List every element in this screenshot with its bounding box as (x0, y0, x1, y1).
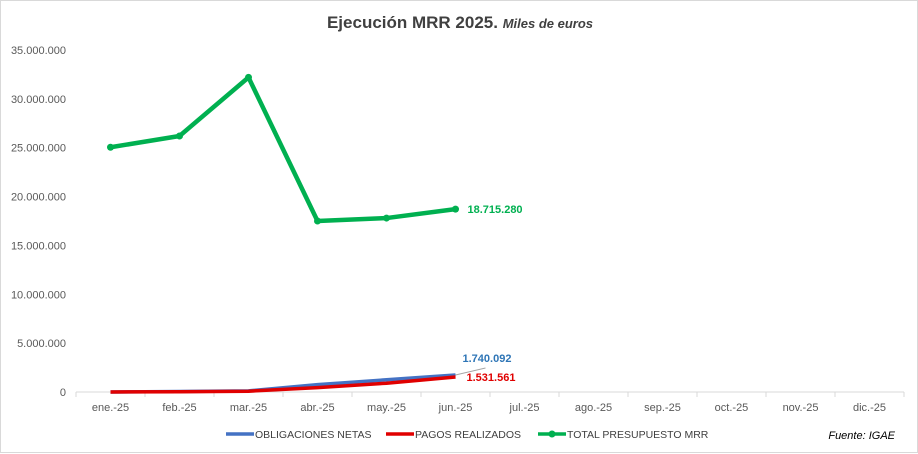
series-line-pagos-realizados (110, 375, 456, 394)
legend-marker (548, 430, 556, 438)
x-tick-label: jun.-25 (438, 402, 473, 414)
source-note: Fuente: IGAE (828, 430, 895, 442)
chart-title: Ejecución MRR 2025. Miles de euros (326, 13, 594, 32)
data-label: 1.531.561 (467, 372, 516, 384)
legend-label: TOTAL PRESUPUESTO MRR (567, 429, 709, 441)
y-tick-label: 0 (60, 387, 66, 399)
x-tick-label: sep.-25 (644, 402, 681, 414)
data-label: 1.740.092 (463, 353, 512, 365)
data-point (314, 217, 321, 225)
x-tick-label: abr.-25 (300, 402, 334, 414)
x-tick-label: mar.-25 (230, 402, 267, 414)
x-tick-label: dic.-25 (853, 402, 886, 414)
data-point (176, 132, 183, 140)
y-tick-label: 35.000.000 (11, 45, 66, 57)
x-tick-label: nov.-25 (783, 402, 819, 414)
x-tick-label: may.-25 (367, 402, 406, 414)
legend-label: PAGOS REALIZADOS (415, 429, 521, 441)
data-point (383, 214, 390, 222)
data-point (107, 143, 114, 151)
series-line-total-presupuesto-mrr (110, 75, 456, 224)
y-tick-label: 5.000.000 (17, 338, 66, 350)
y-tick-label: 15.000.000 (11, 240, 66, 252)
leader-line (455, 367, 486, 376)
data-label: 18.715.280 (468, 204, 523, 216)
x-tick-label: ene.-25 (92, 402, 129, 414)
y-tick-label: 30.000.000 (11, 94, 66, 106)
legend-label: OBLIGACIONES NETAS (255, 429, 372, 441)
data-point (245, 73, 252, 81)
y-tick-label: 20.000.000 (11, 192, 66, 204)
x-tick-label: oct.-25 (715, 402, 749, 414)
data-point (452, 205, 459, 213)
x-tick-label: ago.-25 (575, 402, 612, 414)
y-tick-label: 10.000.000 (11, 289, 66, 301)
x-tick-label: feb.-25 (162, 402, 196, 414)
x-tick-label: jul.-25 (509, 402, 540, 414)
y-tick-label: 25.000.000 (11, 143, 66, 155)
